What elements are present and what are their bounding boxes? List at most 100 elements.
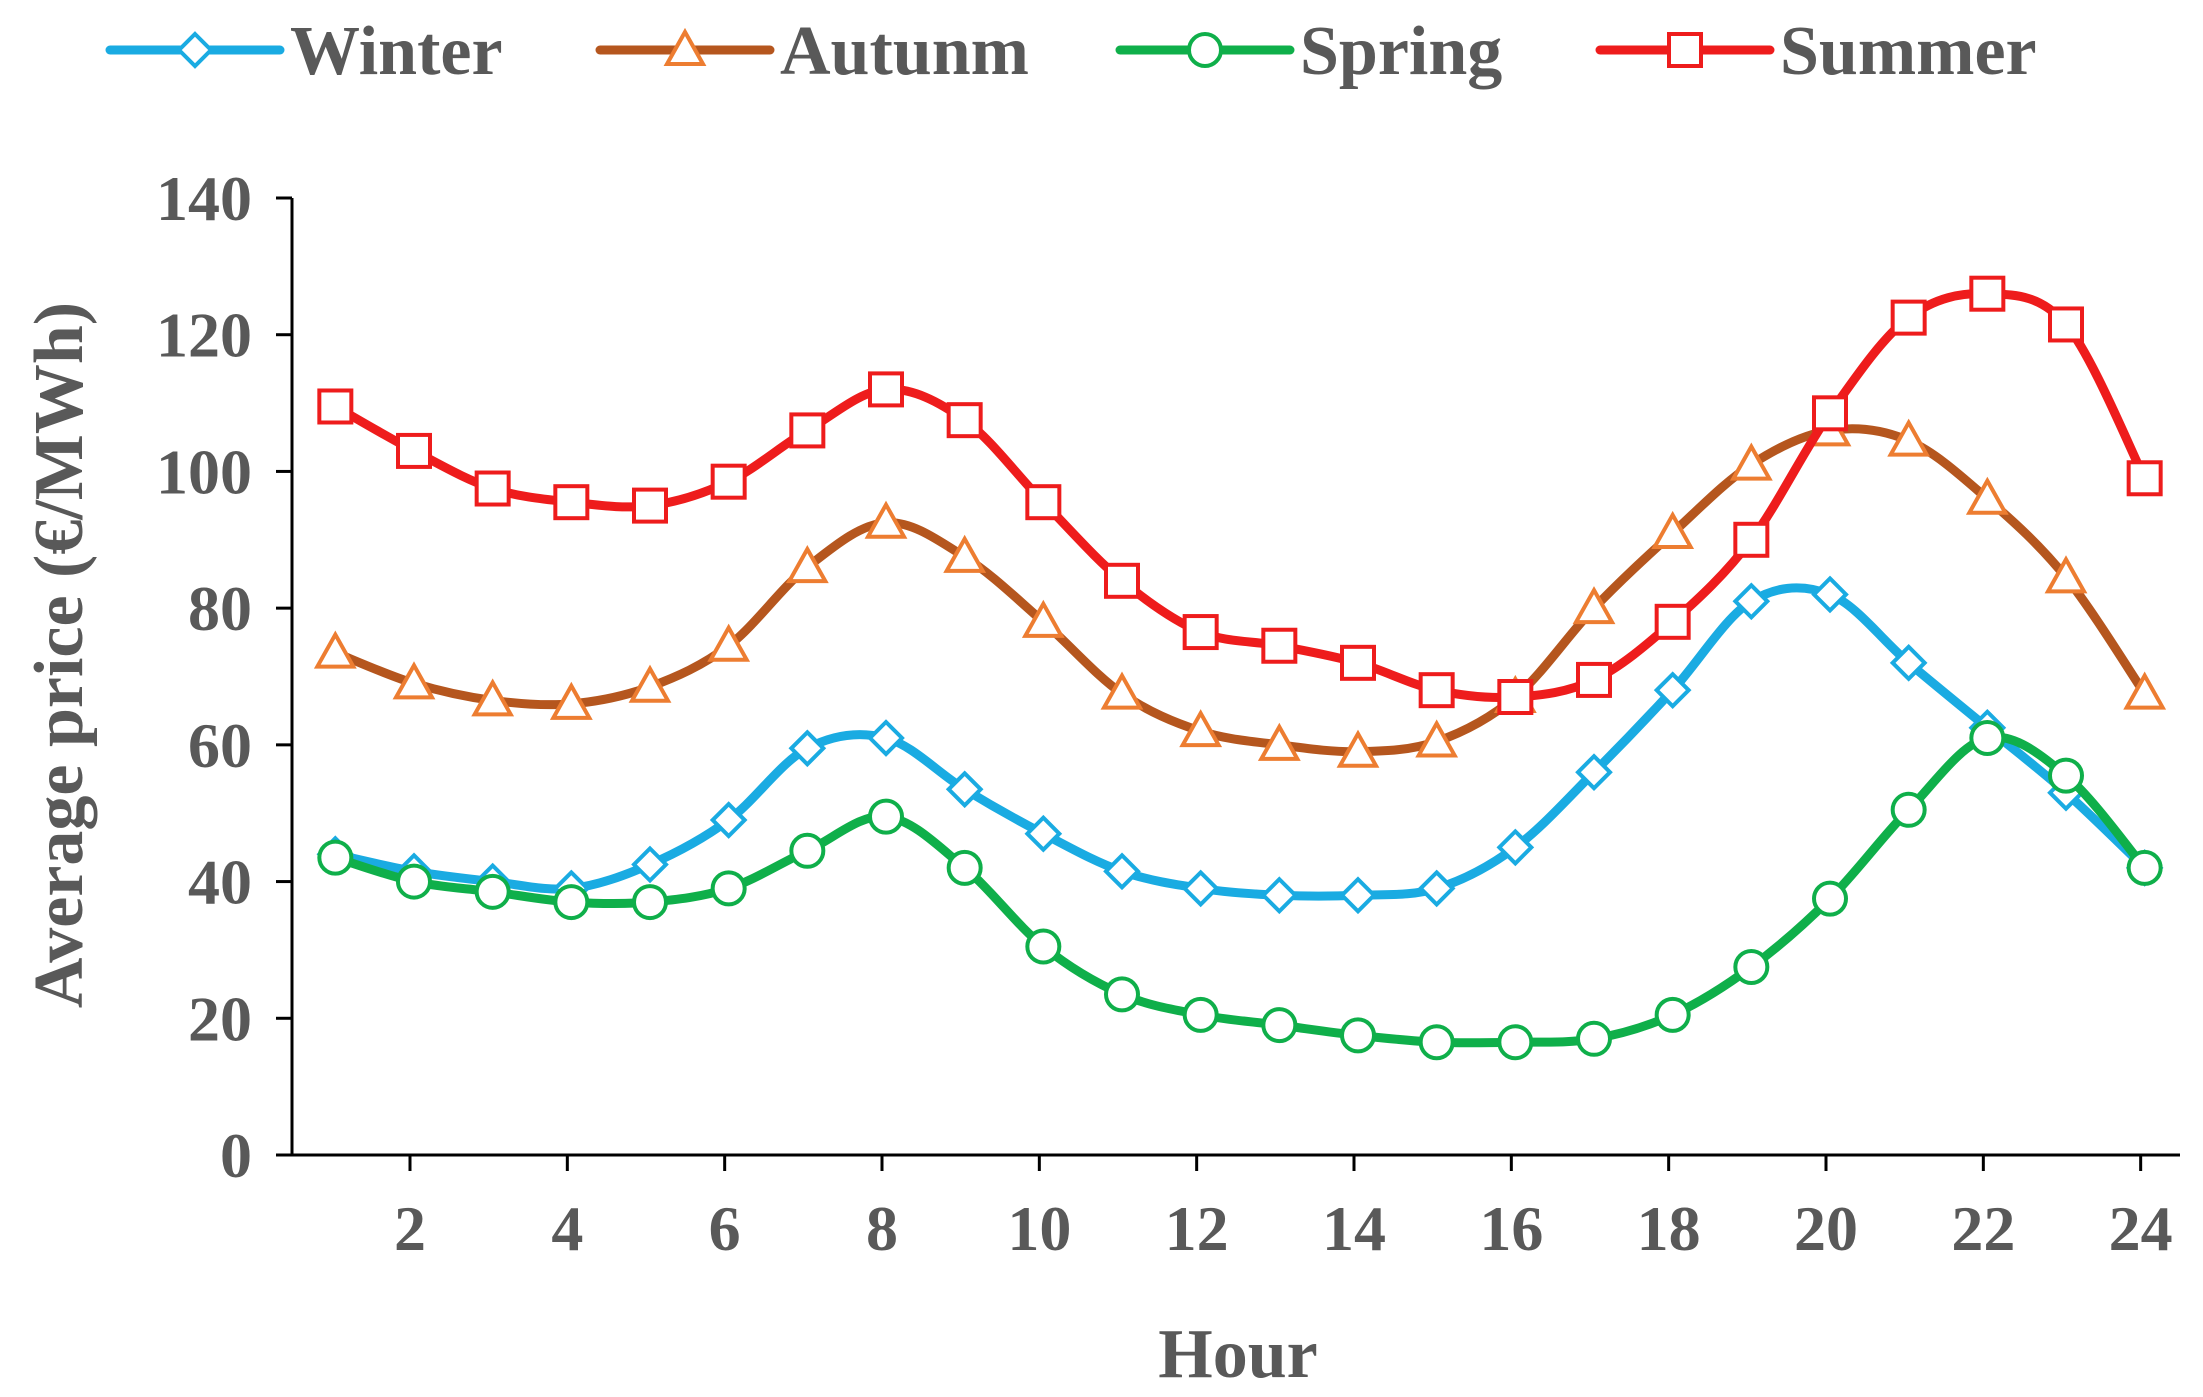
series-spring bbox=[317, 720, 2163, 1061]
winter-point bbox=[1417, 869, 1456, 908]
spring-point bbox=[1261, 1007, 1298, 1044]
legend-marker-spring bbox=[1187, 32, 1223, 68]
autunm-point bbox=[1729, 442, 1773, 481]
autunm-point bbox=[628, 664, 672, 703]
legend-label-winter: Winter bbox=[290, 13, 503, 90]
series-lines bbox=[313, 275, 2167, 1061]
autunm-point bbox=[943, 534, 987, 573]
spring-point bbox=[2048, 757, 2084, 794]
summer-point bbox=[317, 388, 354, 425]
x-tick-label: 2 bbox=[394, 1193, 426, 1264]
x-tick-label: 20 bbox=[1794, 1193, 1858, 1264]
x-tick-label: 14 bbox=[1322, 1193, 1386, 1264]
x-tick-label: 22 bbox=[1951, 1193, 2015, 1264]
autunm-point bbox=[785, 545, 829, 584]
winter-point bbox=[709, 801, 748, 839]
y-tick-label: 20 bbox=[188, 983, 252, 1054]
legend-label-autunm: Autunm bbox=[780, 13, 1029, 90]
autunm-point bbox=[1336, 729, 1380, 768]
legend-item-summer: Summer bbox=[1595, 13, 2037, 90]
summer-point bbox=[1418, 672, 1455, 709]
x-tick-label: 6 bbox=[709, 1193, 741, 1264]
spring-point bbox=[474, 873, 511, 910]
summer-point bbox=[474, 470, 511, 507]
autunm-point bbox=[1021, 599, 1065, 638]
summer-point bbox=[2126, 460, 2163, 497]
autunm-point bbox=[549, 681, 593, 720]
autunm-point bbox=[1257, 722, 1301, 761]
y-tick-label: 140 bbox=[156, 163, 252, 234]
winter-point bbox=[867, 719, 905, 757]
winter-point bbox=[1889, 644, 1928, 682]
spring-point bbox=[1733, 949, 1770, 986]
winter-point bbox=[1260, 876, 1299, 915]
legend: Winter Autunm Spring Summer bbox=[105, 13, 2037, 90]
summer-point bbox=[1733, 521, 1770, 558]
summer-point bbox=[1261, 627, 1298, 664]
x-tick-label: 24 bbox=[2109, 1193, 2173, 1264]
spring-point bbox=[632, 884, 668, 921]
autunm-point bbox=[1572, 586, 1616, 625]
autunm-point bbox=[1651, 510, 1695, 549]
x-tick-label: 16 bbox=[1479, 1193, 1543, 1264]
summer-point bbox=[710, 463, 747, 500]
x-tick-label: 4 bbox=[551, 1193, 583, 1264]
spring-point bbox=[1812, 880, 1848, 917]
y-tick-label: 0 bbox=[220, 1120, 252, 1191]
winter-point bbox=[1811, 575, 1849, 614]
x-tick-label: 12 bbox=[1165, 1193, 1229, 1264]
spring-point bbox=[1418, 1024, 1455, 1061]
summer-line bbox=[330, 289, 2150, 702]
autunm-line bbox=[330, 424, 2150, 757]
winter-point bbox=[1496, 828, 1535, 867]
spring-point bbox=[1576, 1020, 1612, 1057]
spring-point bbox=[868, 798, 904, 835]
winter-point bbox=[1339, 876, 1377, 915]
winter-point bbox=[1575, 753, 1613, 792]
spring-point bbox=[946, 849, 983, 886]
legend-item-autunm: Autunm bbox=[595, 13, 1029, 90]
spring-point bbox=[710, 870, 747, 907]
legend-marker-winter bbox=[176, 31, 214, 69]
y-axis: 0 20 40 60 80 100 120 140 bbox=[156, 163, 294, 1191]
summer-point bbox=[632, 487, 668, 524]
summer-point bbox=[553, 484, 590, 521]
summer-point bbox=[1182, 614, 1219, 651]
summer-point bbox=[396, 432, 432, 469]
autunm-point bbox=[1887, 418, 1931, 457]
summer-point bbox=[946, 402, 983, 439]
summer-point bbox=[1576, 661, 1612, 698]
summer-point bbox=[789, 412, 826, 449]
spring-point bbox=[1497, 1024, 1534, 1061]
spring-point bbox=[1182, 996, 1219, 1033]
spring-point bbox=[553, 884, 590, 921]
x-ticks: 2 4 6 8 10 12 14 16 18 20 22 24 bbox=[394, 1155, 2173, 1264]
legend-marker-autunm bbox=[663, 27, 707, 66]
spring-point bbox=[317, 839, 354, 876]
autunm-point bbox=[1100, 671, 1144, 710]
winter-point bbox=[945, 770, 984, 809]
winter-point bbox=[788, 729, 827, 768]
spring-point bbox=[1890, 791, 1927, 828]
spring-point bbox=[1654, 996, 1691, 1033]
autunm-point bbox=[864, 500, 908, 539]
summer-point bbox=[868, 371, 904, 408]
series-winter bbox=[316, 575, 2164, 915]
legend-label-summer: Summer bbox=[1780, 13, 2037, 90]
autunm-point bbox=[392, 661, 436, 700]
y-ticks: 0 20 40 60 80 100 120 140 bbox=[156, 163, 292, 1191]
winter-point bbox=[1024, 814, 1063, 853]
y-axis-title: Average price (€/MWh) bbox=[21, 302, 98, 1008]
summer-point bbox=[1890, 299, 1927, 336]
summer-point bbox=[1340, 644, 1376, 681]
autunm-point bbox=[1415, 719, 1459, 758]
legend-label-spring: Spring bbox=[1300, 13, 1502, 90]
y-tick-label: 80 bbox=[188, 573, 252, 644]
x-axis-title: Hour bbox=[1158, 1316, 1317, 1393]
y-tick-label: 120 bbox=[156, 300, 252, 371]
spring-point bbox=[789, 832, 826, 869]
winter-point bbox=[1103, 852, 1141, 891]
summer-point bbox=[1969, 275, 2006, 312]
autunm-point bbox=[2044, 555, 2088, 594]
